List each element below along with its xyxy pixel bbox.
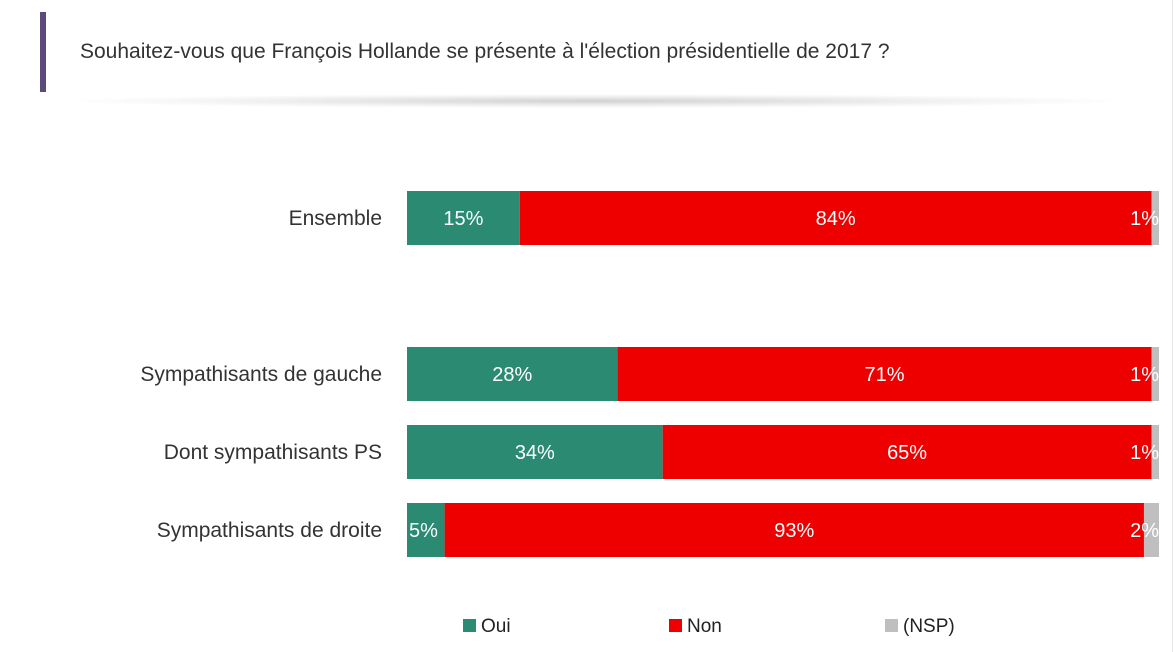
category-label: Sympathisants de droite <box>157 519 382 542</box>
legend-label: Non <box>687 616 722 637</box>
legend-label: (NSP) <box>903 616 955 637</box>
title-panel-shadow <box>70 94 1120 108</box>
value-label: 1% <box>1130 208 1159 230</box>
chart-title: Souhaitez-vous que François Hollande se … <box>80 40 890 63</box>
legend-label: Oui <box>481 616 511 637</box>
value-label: 28% <box>492 364 532 386</box>
bar-segment-non <box>662 425 1152 479</box>
bar-segment-nsp <box>1143 503 1159 557</box>
value-label: 1% <box>1130 442 1159 464</box>
category-label: Sympathisants de gauche <box>140 363 382 386</box>
legend-swatch <box>669 619 682 632</box>
bar-segment-non <box>519 191 1152 245</box>
bar-segment-oui <box>407 503 445 557</box>
title-panel: Souhaitez-vous que François Hollande se … <box>40 12 1125 92</box>
bar-segment-nsp <box>1151 347 1159 401</box>
title-accent-bar <box>40 12 46 92</box>
value-label: 84% <box>816 208 856 230</box>
bar-segment-nsp <box>1151 425 1159 479</box>
value-label: 2% <box>1130 520 1159 542</box>
category-label: Ensemble <box>289 207 382 230</box>
value-label: 15% <box>443 208 483 230</box>
bar-segment-oui <box>407 347 618 401</box>
bar-segment-oui <box>407 425 663 479</box>
value-label: 1% <box>1130 364 1159 386</box>
category-label: Dont sympathisants PS <box>164 441 382 464</box>
bar-segment-nsp <box>1151 191 1159 245</box>
bar-segment-oui <box>407 191 520 245</box>
legend-swatch <box>463 619 476 632</box>
value-label: 34% <box>515 442 555 464</box>
bar-segment-non <box>444 503 1144 557</box>
value-label: 5% <box>409 520 438 542</box>
value-label: 93% <box>774 520 814 542</box>
value-label: 65% <box>887 442 927 464</box>
value-label: 71% <box>865 364 905 386</box>
legend-swatch <box>885 619 898 632</box>
bar-segment-non <box>617 347 1152 401</box>
